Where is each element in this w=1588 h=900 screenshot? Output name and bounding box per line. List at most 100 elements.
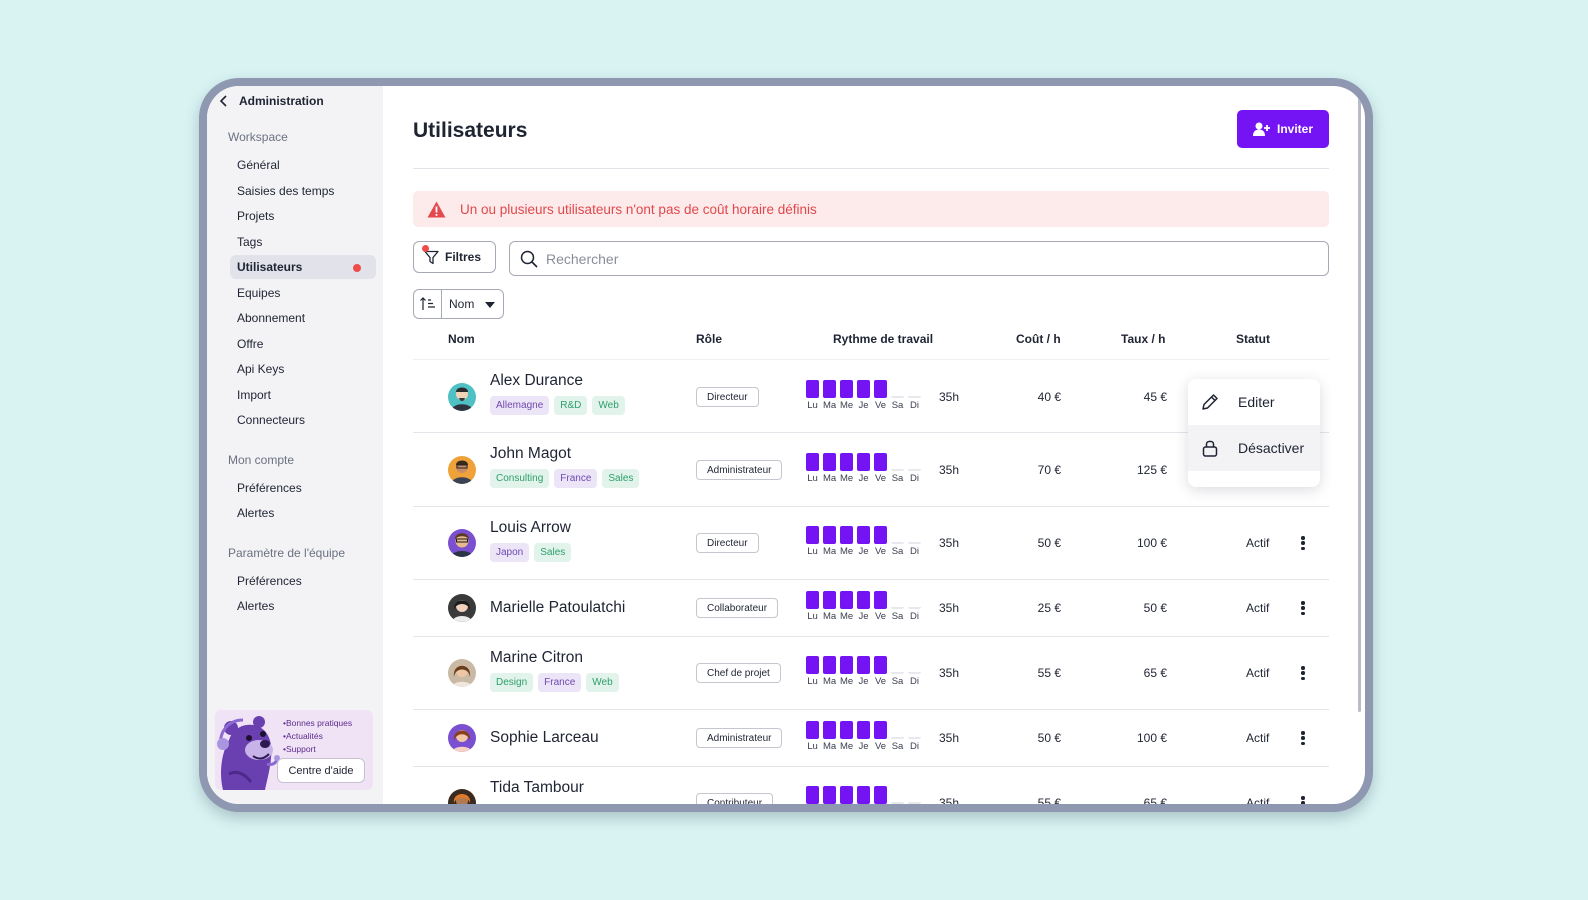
user-status: Actif	[1246, 666, 1270, 680]
sidebar-item-team-alertes[interactable]: Alertes	[237, 599, 275, 613]
menu-item-deactivate[interactable]: Désactiver	[1188, 425, 1320, 471]
column-header-rythme[interactable]: Rythme de travail	[833, 332, 934, 346]
day-label: Sa	[891, 546, 904, 557]
sidebar-item-tags[interactable]: Tags	[237, 235, 263, 249]
day-bar	[874, 453, 887, 471]
user-name[interactable]: Tida Tambour	[490, 779, 584, 796]
column-header-taux[interactable]: Taux / h	[1121, 332, 1166, 346]
column-header-nom[interactable]: Nom	[448, 332, 475, 346]
user-name[interactable]: Marine Citron	[490, 649, 584, 666]
day-label: Di	[910, 473, 919, 484]
search-input[interactable]	[546, 250, 1246, 267]
sidebar-item-equipes[interactable]: Equipes	[237, 286, 281, 300]
day-label: Di	[910, 611, 919, 622]
role-badge: Contributeur	[696, 793, 774, 804]
sidebar-item-preferences[interactable]: Préférences	[237, 481, 302, 495]
day-label: Je	[858, 546, 869, 557]
day-label: Ve	[874, 741, 887, 752]
hourly-cost: 55 €	[1037, 796, 1061, 804]
role-badge: Administrateur	[696, 728, 783, 748]
help-link-support[interactable]: •Support	[283, 744, 316, 754]
table-row[interactable]: Marine Citron Design France Web Chef de …	[413, 637, 1329, 710]
hourly-cost: 50 €	[1037, 536, 1061, 550]
menu-item-label: Editer	[1238, 394, 1275, 410]
caret-down-icon	[485, 295, 503, 313]
sidebar-item-general[interactable]: Général	[237, 158, 280, 172]
day-bar	[857, 786, 870, 804]
sidebar-item-api-keys[interactable]: Api Keys	[237, 362, 285, 376]
column-header-cout[interactable]: Coût / h	[1016, 332, 1061, 346]
day-bar	[840, 591, 853, 609]
user-name[interactable]: John Magot	[490, 445, 571, 462]
day-bars	[806, 380, 921, 398]
help-link-bonnes-pratiques[interactable]: •Bonnes pratiques	[283, 718, 353, 728]
menu-item-edit[interactable]: Editer	[1188, 379, 1320, 425]
table-row[interactable]: Sophie Larceau Administrateur Lu Ma Me Je Ve…	[413, 710, 1329, 767]
more-options-icon[interactable]	[1298, 599, 1308, 617]
day-bar	[891, 656, 904, 674]
sidebar-item-team-preferences[interactable]: Préférences	[237, 574, 302, 588]
add-user-icon	[1252, 122, 1270, 136]
user-name[interactable]: Marielle Patoulatchi	[490, 599, 626, 616]
day-label: Je	[858, 400, 869, 411]
day-bar	[840, 786, 853, 804]
hourly-cost: 55 €	[1037, 666, 1061, 680]
more-options-icon[interactable]	[1298, 664, 1308, 682]
user-name[interactable]: Louis Arrow	[490, 519, 571, 536]
column-header-statut[interactable]: Statut	[1236, 332, 1270, 346]
day-label: Sa	[891, 473, 904, 484]
back-link[interactable]: Administration	[219, 94, 324, 108]
day-bar	[806, 380, 819, 398]
sidebar-item-saisies[interactable]: Saisies des temps	[237, 184, 335, 198]
table-row[interactable]: Alex Durance Allemagne R&D Web Directeur…	[413, 359, 1329, 433]
table-row[interactable]: Tida Tambour Contributeur LuMaMeJeVeSaDi…	[413, 767, 1329, 804]
user-name[interactable]: Alex Durance	[490, 372, 584, 389]
day-bars	[806, 526, 921, 544]
chevron-left-icon	[219, 95, 227, 107]
day-label: Di	[910, 741, 919, 752]
sort-select[interactable]: Nom	[413, 289, 504, 319]
more-options-icon[interactable]	[1298, 729, 1308, 747]
tag: R&D	[554, 396, 588, 415]
day-bar	[806, 591, 819, 609]
day-bar	[874, 526, 887, 544]
avatar	[448, 659, 476, 687]
table-row[interactable]: Marielle Patoulatchi Collaborateur Lu Ma M…	[413, 580, 1329, 637]
sidebar-item-import[interactable]: Import	[237, 388, 272, 402]
user-status: Actif	[1246, 601, 1270, 615]
hourly-rate: 50 €	[1143, 601, 1167, 615]
day-label: Ve	[874, 676, 887, 687]
day-bar	[857, 526, 870, 544]
help-link-actualites[interactable]: •Actualités	[283, 731, 323, 741]
scrollbar[interactable]	[1358, 92, 1361, 712]
day-bar	[908, 786, 921, 804]
sidebar-item-alertes[interactable]: Alertes	[237, 506, 275, 520]
sidebar-item-offre[interactable]: Offre	[237, 337, 264, 351]
table-row[interactable]: Louis Arrow Japon Sales Directeur Lu Ma Me…	[413, 507, 1329, 580]
help-center-button[interactable]: Centre d'aide	[277, 758, 365, 783]
tag: Web	[592, 396, 625, 415]
more-options-icon[interactable]	[1298, 534, 1308, 552]
invite-button[interactable]: Inviter	[1237, 110, 1329, 148]
sort-ascending-icon[interactable]	[414, 290, 442, 318]
day-label: Ma	[823, 473, 837, 484]
avatar	[448, 456, 476, 484]
filter-button[interactable]: Filtres	[413, 241, 496, 273]
day-label: Di	[910, 676, 919, 687]
help-card: •Bonnes pratiques •Actualités •Support C…	[215, 710, 373, 790]
sidebar-item-connecteurs[interactable]: Connecteurs	[237, 413, 306, 427]
column-header-role[interactable]: Rôle	[696, 332, 723, 346]
day-bar	[891, 380, 904, 398]
user-name[interactable]: Sophie Larceau	[490, 729, 599, 746]
sidebar-item-projets[interactable]: Projets	[237, 209, 275, 223]
search-field[interactable]	[509, 241, 1329, 276]
day-labels: Lu Ma Me Je Ve Sa Di	[806, 400, 921, 411]
sidebar-item-abonnement[interactable]: Abonnement	[237, 311, 306, 325]
hourly-rate: 100 €	[1136, 731, 1167, 745]
sidebar-item-utilisateurs[interactable]: Utilisateurs	[230, 255, 376, 279]
more-options-icon[interactable]	[1298, 794, 1308, 804]
help-links: •Bonnes pratiques •Actualités •Support	[283, 717, 352, 756]
bear-mascot-icon	[217, 716, 280, 790]
table-row[interactable]: John Magot Consulting France Sales Admin…	[413, 433, 1329, 507]
